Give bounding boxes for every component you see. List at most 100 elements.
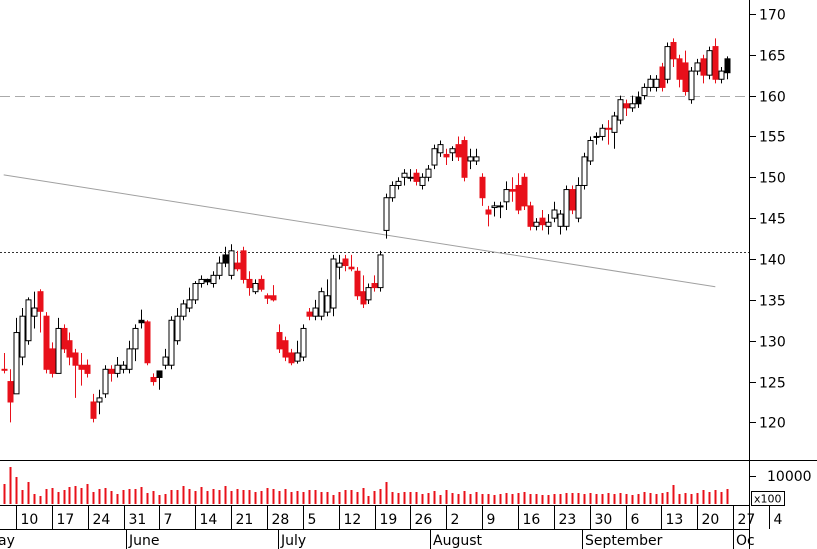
- candle: [162, 348, 169, 370]
- candle: [19, 308, 26, 366]
- candle-body: [605, 127, 612, 130]
- candle: [312, 299, 319, 321]
- candle: [623, 99, 630, 117]
- candle: [264, 293, 271, 304]
- candle-body: [383, 197, 390, 231]
- candle: [407, 169, 414, 182]
- candle-body: [563, 189, 570, 227]
- candle-body: [55, 327, 62, 374]
- candle: [545, 214, 552, 235]
- candle: [348, 254, 355, 272]
- candle: [66, 332, 73, 366]
- candle-body: [664, 46, 671, 80]
- candle-body: [521, 176, 528, 207]
- candle-body: [240, 250, 247, 280]
- candle-body: [670, 41, 677, 60]
- price-tick-label: 155: [759, 130, 786, 146]
- date-tick-label: 13: [666, 512, 684, 528]
- candle-body: [318, 291, 325, 317]
- price-tick-label: 140: [759, 253, 786, 269]
- candle-body: [144, 321, 151, 364]
- candle: [437, 140, 444, 157]
- date-tick-label: 26: [415, 512, 433, 528]
- candle-body: [276, 332, 283, 350]
- date-axis: 10 17 24 31 7 14 21 28 5 12 19 26 2 9 16 23 30 6 13 20 27 4: [16, 506, 783, 529]
- candle-body: [653, 78, 660, 88]
- candle: [300, 324, 307, 362]
- volume-unit-label: x100: [754, 493, 782, 506]
- candle-body: [102, 368, 109, 395]
- candle-body: [718, 70, 725, 80]
- candle-body: [629, 103, 636, 109]
- candle-body: [688, 70, 695, 101]
- date-tick-label: 6: [631, 512, 640, 528]
- candle: [1, 352, 8, 374]
- candle: [318, 287, 325, 321]
- candle-body: [437, 144, 444, 154]
- candle-body: [216, 262, 223, 276]
- date-tick-label: 5: [308, 512, 317, 528]
- candle: [718, 66, 725, 84]
- candle: [670, 38, 677, 67]
- candle: [617, 95, 624, 125]
- month-label: June: [128, 533, 160, 549]
- candle-body: [31, 307, 38, 317]
- date-tick-label: 16: [523, 512, 541, 528]
- candle: [186, 287, 193, 313]
- date-tick-label: 24: [93, 512, 111, 528]
- candle: [174, 308, 181, 345]
- candle: [659, 62, 666, 92]
- candle: [306, 308, 313, 321]
- candle: [377, 250, 384, 292]
- candle-body: [593, 135, 600, 138]
- candle: [150, 373, 157, 386]
- candle: [533, 218, 540, 231]
- price-tick-label: 130: [759, 335, 786, 351]
- candle: [354, 267, 361, 300]
- candle-body: [25, 299, 32, 342]
- candle: [682, 50, 689, 96]
- candle: [37, 289, 44, 333]
- candle-body: [485, 209, 492, 215]
- date-tick-label: 19: [380, 512, 398, 528]
- candle: [485, 205, 492, 227]
- candle: [144, 320, 151, 366]
- candle: [515, 173, 522, 215]
- candle: [425, 165, 432, 182]
- candle: [473, 148, 480, 166]
- month-label: Oc: [736, 533, 755, 549]
- volume-bars: [3, 467, 729, 504]
- candle: [228, 244, 235, 280]
- date-tick-label: 2: [451, 512, 460, 528]
- candle: [72, 348, 79, 398]
- candle-body: [61, 327, 68, 350]
- candle: [288, 348, 295, 366]
- candle-body: [473, 156, 480, 162]
- date-tick-label: 28: [272, 512, 290, 528]
- candle-body: [43, 315, 50, 370]
- candle: [503, 181, 510, 210]
- volume-axis-tick-label: 10000: [767, 469, 812, 485]
- candle: [84, 359, 91, 378]
- candle: [611, 111, 618, 149]
- candle: [102, 365, 109, 398]
- candle-body: [527, 205, 534, 227]
- candle-body: [551, 209, 558, 219]
- candle-body: [336, 262, 343, 268]
- candle-body: [288, 352, 295, 364]
- candle: [479, 173, 486, 206]
- candle: [449, 146, 456, 161]
- candle-body: [348, 266, 355, 270]
- candle-body: [72, 352, 79, 366]
- date-tick-label: 12: [344, 512, 362, 528]
- candle-body: [617, 99, 624, 121]
- price-candles: [1, 38, 731, 423]
- candle: [455, 136, 462, 161]
- candle-body: [84, 364, 91, 374]
- candle: [700, 54, 707, 84]
- month-label: September: [585, 533, 663, 549]
- candle: [389, 181, 396, 202]
- date-tick-label: 23: [559, 512, 577, 528]
